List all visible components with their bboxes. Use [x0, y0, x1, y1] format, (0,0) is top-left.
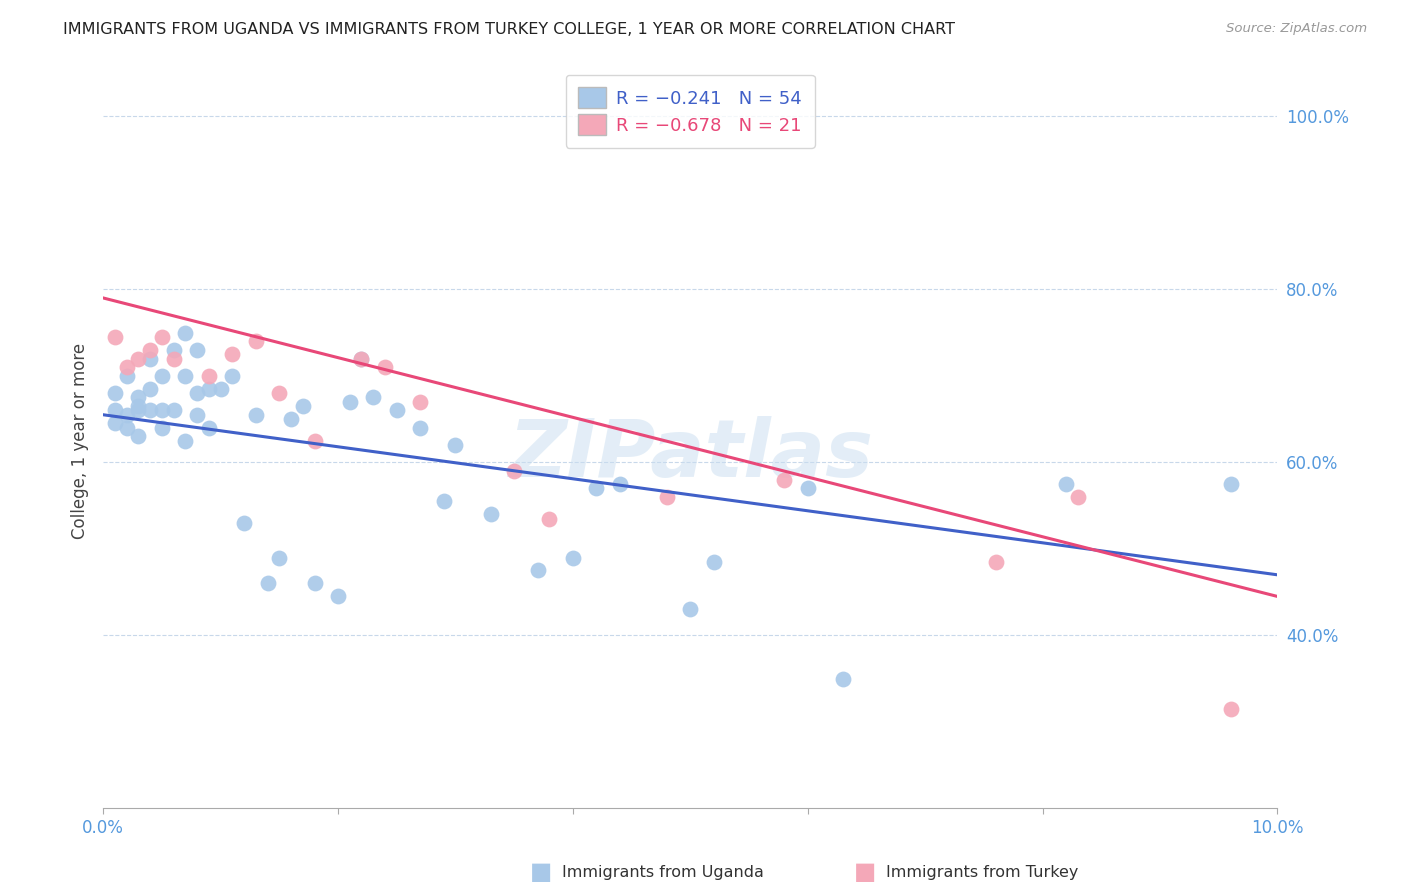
- Point: [150, 330, 173, 344]
- Text: ■: ■: [853, 861, 876, 884]
- Point: [198, 421, 221, 435]
- Legend: R = −0.241   N = 54, R = −0.678   N = 21: R = −0.241 N = 54, R = −0.678 N = 21: [565, 75, 815, 148]
- Point: [104, 386, 127, 401]
- Point: [1054, 477, 1077, 491]
- Point: [350, 351, 373, 366]
- Point: [350, 351, 373, 366]
- Text: Source: ZipAtlas.com: Source: ZipAtlas.com: [1226, 22, 1367, 36]
- Point: [139, 351, 162, 366]
- Point: [609, 477, 631, 491]
- Point: [361, 391, 384, 405]
- Point: [655, 490, 678, 504]
- Point: [409, 421, 432, 435]
- Point: [162, 403, 184, 417]
- Point: [385, 403, 408, 417]
- Point: [127, 399, 149, 413]
- Point: [186, 386, 208, 401]
- Point: [127, 391, 149, 405]
- Point: [245, 334, 267, 349]
- Point: [433, 494, 456, 508]
- Text: Immigrants from Uganda: Immigrants from Uganda: [562, 865, 765, 880]
- Point: [104, 417, 127, 431]
- Point: [198, 382, 221, 396]
- Point: [796, 481, 818, 495]
- Point: [269, 386, 291, 401]
- Point: [233, 516, 256, 530]
- Point: [269, 550, 291, 565]
- Point: [291, 399, 314, 413]
- Text: Immigrants from Turkey: Immigrants from Turkey: [886, 865, 1078, 880]
- Point: [374, 360, 396, 375]
- Point: [186, 343, 208, 357]
- Point: [1067, 490, 1090, 504]
- Point: [326, 590, 349, 604]
- Point: [444, 438, 467, 452]
- Point: [209, 382, 232, 396]
- Point: [832, 672, 855, 686]
- Point: [150, 403, 173, 417]
- Point: [339, 394, 361, 409]
- Point: [139, 343, 162, 357]
- Point: [585, 481, 607, 495]
- Point: [162, 343, 184, 357]
- Point: [127, 429, 149, 443]
- Point: [1219, 477, 1241, 491]
- Point: [304, 576, 326, 591]
- Point: [245, 408, 267, 422]
- Point: [479, 508, 502, 522]
- Point: [104, 403, 127, 417]
- Point: [115, 368, 138, 383]
- Point: [561, 550, 583, 565]
- Point: [280, 412, 302, 426]
- Point: [503, 464, 526, 478]
- Point: [1219, 702, 1241, 716]
- Point: [150, 421, 173, 435]
- Point: [162, 351, 184, 366]
- Point: [198, 368, 221, 383]
- Point: [773, 473, 796, 487]
- Point: [104, 330, 127, 344]
- Point: [526, 564, 548, 578]
- Point: [221, 347, 243, 361]
- Point: [174, 326, 197, 340]
- Point: [256, 576, 278, 591]
- Point: [127, 403, 149, 417]
- Point: [174, 434, 197, 448]
- Point: [174, 368, 197, 383]
- Point: [186, 408, 208, 422]
- Text: ■: ■: [530, 861, 553, 884]
- Text: ZIPatlas: ZIPatlas: [508, 417, 873, 494]
- Point: [703, 555, 725, 569]
- Point: [409, 394, 432, 409]
- Point: [115, 360, 138, 375]
- Point: [150, 368, 173, 383]
- Point: [984, 555, 1007, 569]
- Point: [679, 602, 702, 616]
- Point: [115, 408, 138, 422]
- Text: IMMIGRANTS FROM UGANDA VS IMMIGRANTS FROM TURKEY COLLEGE, 1 YEAR OR MORE CORRELA: IMMIGRANTS FROM UGANDA VS IMMIGRANTS FRO…: [63, 22, 955, 37]
- Point: [139, 382, 162, 396]
- Point: [221, 368, 243, 383]
- Point: [127, 351, 149, 366]
- Point: [139, 403, 162, 417]
- Point: [304, 434, 326, 448]
- Y-axis label: College, 1 year or more: College, 1 year or more: [72, 343, 89, 539]
- Point: [115, 421, 138, 435]
- Point: [538, 511, 561, 525]
